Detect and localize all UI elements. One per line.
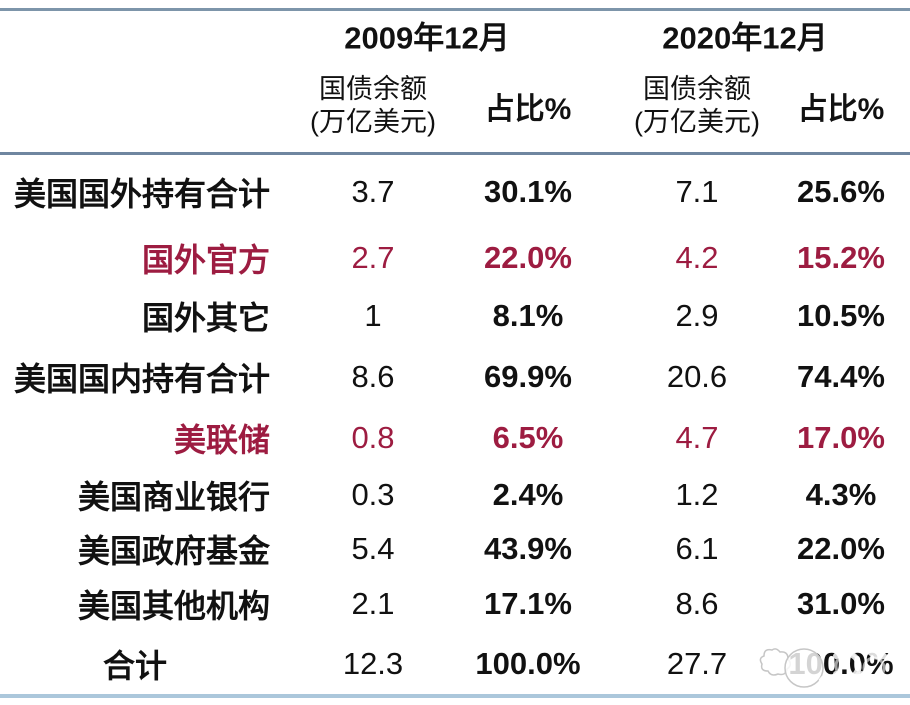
table-body: 美国国外持有合计 3.7 30.1% 7.1 25.6% 国外官方 2.7 22… xyxy=(0,155,910,696)
share-2020-cell: 4.3% xyxy=(805,476,877,512)
row-label: 美联储 xyxy=(173,422,270,458)
share-2009-cell: 30.1% xyxy=(484,174,572,209)
share-2020-cell: 17.0% xyxy=(797,420,885,455)
balance-2009-cell: 3.7 xyxy=(351,174,395,209)
table-row-highlighted: 美联储 0.8 6.5% 4.7 17.0% xyxy=(0,409,910,467)
share-2020-cell: 25.6% xyxy=(797,174,885,209)
sub-header-balance-2020: 国债余额 (万亿美元) xyxy=(622,59,772,152)
column-group-header-row: 2009年12月 2020年12月 xyxy=(0,11,910,59)
share-2009-cell: 2.4% xyxy=(492,476,564,512)
column-group-2020: 2020年12月 xyxy=(662,20,828,56)
share-2009-cell: 17.1% xyxy=(484,586,572,621)
table-row: 美国国内持有合计 8.6 69.9% 20.6 74.4% xyxy=(0,345,910,409)
row-label: 美国其他机构 xyxy=(77,588,270,624)
share-2020-cell: 31.0% xyxy=(797,586,885,621)
row-label: 国外官方 xyxy=(141,242,270,278)
top-rule-line xyxy=(0,8,910,11)
balance-header-line2: (万亿美元) xyxy=(634,106,760,137)
table-header: 2009年12月 2020年12月 国债余额 (万亿美元) 占比% 国债余额 (… xyxy=(0,11,910,152)
table-row: 美国商业银行 0.3 2.4% 1.2 4.3% xyxy=(0,467,910,522)
sub-header-row: 国债余额 (万亿美元) 占比% 国债余额 (万亿美元) 占比% xyxy=(0,59,910,152)
balance-2020-cell: 8.6 xyxy=(675,586,719,621)
balance-2020-cell: 27.7 xyxy=(666,646,728,681)
share-2009-cell: 22.0% xyxy=(484,240,572,275)
balance-2009-cell: 0.8 xyxy=(351,420,395,455)
balance-2009-cell: 2.7 xyxy=(351,240,395,275)
share-2020-cell: 15.2% xyxy=(797,240,885,275)
balance-2020-cell: 20.6 xyxy=(666,359,728,394)
sub-header-share-2009: 占比% xyxy=(484,92,572,126)
balance-2009-cell: 8.6 xyxy=(351,359,395,394)
balance-2009-cell: 12.3 xyxy=(342,646,404,681)
balance-header-line1: 国债余额 xyxy=(643,74,751,105)
row-label: 美国国内持有合计 xyxy=(13,361,270,397)
column-group-2009: 2009年12月 xyxy=(344,20,510,56)
balance-2020-cell: 4.2 xyxy=(675,240,719,275)
table-row: 美国国外持有合计 3.7 30.1% 7.1 25.6% xyxy=(0,155,910,229)
table-row-highlighted: 国外官方 2.7 22.0% 4.2 15.2% xyxy=(0,229,910,287)
share-2020-cell: 10.5% xyxy=(797,298,885,333)
balance-2020-cell: 2.9 xyxy=(675,298,719,333)
share-2020-cell: 100.0% xyxy=(788,646,894,681)
balance-2009-cell: 5.4 xyxy=(351,531,395,566)
share-2009-cell: 69.9% xyxy=(484,359,572,394)
balance-2020-cell: 6.1 xyxy=(675,531,719,566)
sub-header-balance-2009: 国债余额 (万亿美元) xyxy=(310,59,436,152)
table-row: 国外其它 1 8.1% 2.9 10.5% xyxy=(0,287,910,345)
balance-2009-cell: 2.1 xyxy=(351,586,395,621)
row-label: 合计 xyxy=(102,648,167,684)
row-label: 美国国外持有合计 xyxy=(13,176,270,212)
table-row: 美国政府基金 5.4 43.9% 6.1 22.0% xyxy=(0,522,910,576)
share-2020-cell: 22.0% xyxy=(797,531,885,566)
balance-2020-cell: 1.2 xyxy=(675,476,719,512)
balance-2020-cell: 4.7 xyxy=(675,420,719,455)
table-row-total: 合计 12.3 100.0% 27.7 100.0% xyxy=(0,632,910,696)
share-2009-cell: 100.0% xyxy=(475,646,581,681)
header-separator-line xyxy=(0,152,910,155)
share-2009-cell: 8.1% xyxy=(492,298,564,333)
table-row: 美国其他机构 2.1 17.1% 8.6 31.0% xyxy=(0,576,910,632)
share-2009-cell: 43.9% xyxy=(484,531,572,566)
share-2009-cell: 6.5% xyxy=(492,420,564,455)
sub-header-share-2020: 占比% xyxy=(797,92,885,126)
row-label: 美国商业银行 xyxy=(77,478,270,515)
sub-header-spacer xyxy=(0,59,312,152)
balance-header-line1: 国债余额 xyxy=(319,74,427,105)
share-2020-cell: 74.4% xyxy=(797,359,885,394)
bottom-rule-line xyxy=(0,694,910,698)
row-label: 国外其它 xyxy=(141,300,270,336)
balance-2020-cell: 7.1 xyxy=(675,174,719,209)
balance-2009-cell: 1 xyxy=(364,298,382,333)
balance-header-line2: (万亿美元) xyxy=(310,106,436,137)
row-label: 美国政府基金 xyxy=(77,533,270,569)
balance-2009-cell: 0.3 xyxy=(351,476,395,512)
